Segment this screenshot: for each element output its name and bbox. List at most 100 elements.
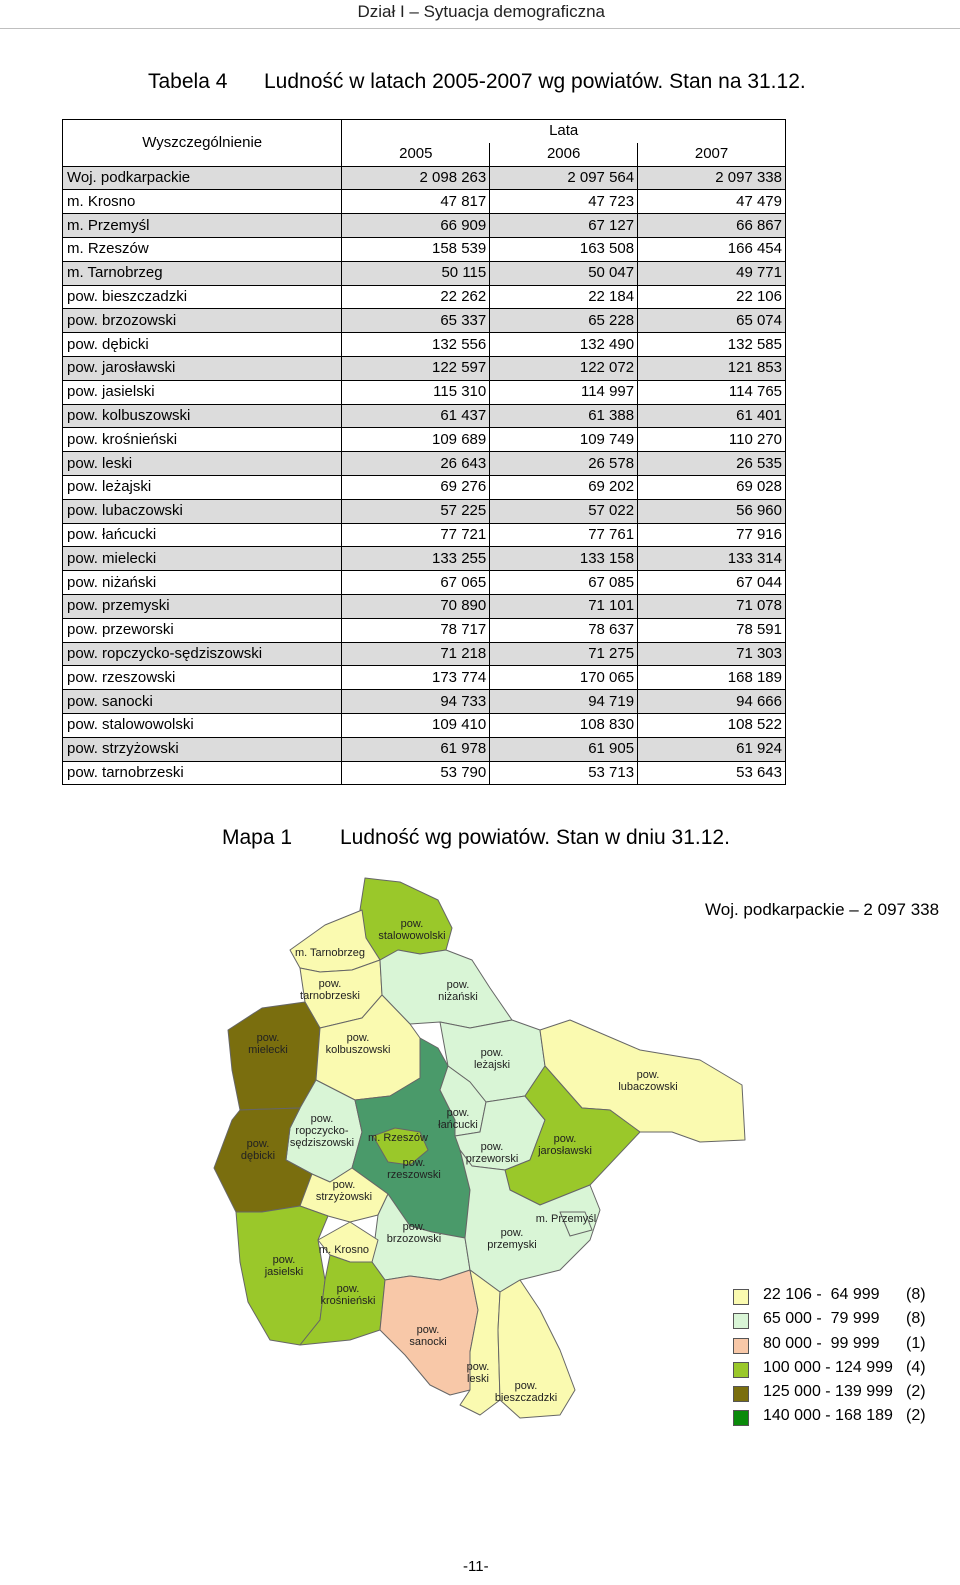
legend-swatch xyxy=(733,1410,749,1427)
table-row: m. Tarnobrzeg 50 115 50 047 49 771 xyxy=(61,260,786,286)
map-label-lezajski: pow. leżajski xyxy=(474,1047,510,1071)
map-label-lubaczowski: pow. lubaczowski xyxy=(618,1069,677,1093)
map-label-line: pow. xyxy=(273,1254,296,1266)
row-value: 77 721 xyxy=(341,522,491,548)
row-value: 61 401 xyxy=(637,403,786,429)
row-value: 166 454 xyxy=(637,236,786,262)
row-value: 61 437 xyxy=(341,403,491,429)
row-value: 168 189 xyxy=(637,665,786,691)
row-name: pow. leżajski xyxy=(61,474,343,500)
map-label-line: pow. xyxy=(401,918,424,930)
map-label-line: m. Krosno xyxy=(319,1244,369,1256)
map-label-line: sędziszowski xyxy=(290,1137,354,1149)
table-row: pow. bieszczadzki 22 262 22 184 22 106 xyxy=(61,284,786,310)
map-label-line: pow. xyxy=(333,1179,356,1191)
row-value: 115 310 xyxy=(341,379,491,405)
map-label-line: pow. xyxy=(637,1069,660,1081)
table-row: pow. strzyżowski 61 978 61 905 61 924 xyxy=(61,736,786,762)
row-name: m. Tarnobrzeg xyxy=(61,260,343,286)
map-label-line: przemyski xyxy=(487,1239,537,1251)
map-label-przeworski: pow. przeworski xyxy=(466,1141,519,1165)
row-value: 133 158 xyxy=(489,546,639,572)
row-value: 94 733 xyxy=(341,689,491,714)
row-value: 78 591 xyxy=(637,617,786,643)
table-row: pow. łańcucki 77 721 77 761 77 916 xyxy=(61,522,786,548)
legend-count: (4) xyxy=(906,1358,926,1376)
row-value: 78 637 xyxy=(489,617,639,643)
map-label-line: pow. xyxy=(554,1133,577,1145)
map-label-line: brzozowski xyxy=(387,1233,441,1245)
table-row: pow. niżański 67 065 67 085 67 044 xyxy=(61,570,786,595)
row-value: 26 578 xyxy=(489,451,639,476)
map-label-line: pow. xyxy=(481,1141,504,1153)
row-value: 53 643 xyxy=(637,760,786,786)
row-value: 173 774 xyxy=(341,665,491,691)
row-value: 67 044 xyxy=(637,570,786,595)
map-label: Mapa 1 xyxy=(222,826,293,849)
population-table: Wyszczególnienie Lata 2005 2006 2007 Woj… xyxy=(61,118,786,786)
row-value: 71 303 xyxy=(637,641,786,667)
legend-range: 80 000 - 99 999 xyxy=(763,1334,880,1352)
row-value: 122 072 xyxy=(489,355,639,381)
row-value: 77 916 xyxy=(637,522,786,548)
map-label-line: m. Tarnobrzeg xyxy=(295,947,365,959)
map-label-tarnobrzeski: pow. tarnobrzeski xyxy=(300,978,360,1002)
map-label-line: mielecki xyxy=(248,1044,288,1056)
row-value: 94 719 xyxy=(489,689,639,714)
table-row: pow. sanocki 94 733 94 719 94 666 xyxy=(61,689,786,714)
map-label-przemysl: m. Przemyśl xyxy=(536,1213,597,1225)
table-row: pow. tarnobrzeski 53 790 53 713 53 643 xyxy=(61,760,786,786)
map-label-line: lubaczowski xyxy=(618,1081,677,1093)
row-value: 132 556 xyxy=(341,332,491,357)
map-label-line: krośnieński xyxy=(320,1295,375,1307)
map-label-bieszczadzki: pow. bieszczadzki xyxy=(495,1380,557,1404)
row-name: pow. przeworski xyxy=(61,617,343,643)
map-label-line: pow. xyxy=(247,1138,270,1150)
map-label-line: pow. xyxy=(467,1361,490,1373)
row-value: 47 479 xyxy=(637,189,786,215)
map-label-line: niżański xyxy=(438,991,478,1003)
table-row: pow. krośnieński 109 689 109 749 110 270 xyxy=(61,427,786,453)
row-value: 57 225 xyxy=(341,498,491,524)
row-value: 170 065 xyxy=(489,665,639,691)
legend-swatch xyxy=(733,1361,749,1378)
map-label-mielecki: pow. mielecki xyxy=(248,1032,288,1056)
row-name: pow. stalowowolski xyxy=(61,712,343,738)
row-value: 69 276 xyxy=(341,474,491,500)
map-label-line: pow. xyxy=(337,1283,360,1295)
map-label-line: pow. xyxy=(403,1157,426,1169)
map-label-line: pow. xyxy=(403,1221,426,1233)
year-header: 2007 xyxy=(637,142,786,167)
table-label: Tabela 4 xyxy=(148,70,228,93)
map-label-line: strzyżowski xyxy=(316,1191,372,1203)
row-value: 53 713 xyxy=(489,760,639,786)
map-label-debicki: pow. dębicki xyxy=(241,1138,275,1162)
row-value: 67 127 xyxy=(489,213,639,238)
row-value: 71 218 xyxy=(341,641,491,667)
table-row: m. Przemyśl 66 909 67 127 66 867 xyxy=(61,213,786,238)
table-row: m. Rzeszów 158 539 163 508 166 454 xyxy=(61,236,786,262)
table-row: pow. leski 26 643 26 578 26 535 xyxy=(61,451,786,476)
map-label-ropczycko: pow. ropczycko-sędziszowski xyxy=(290,1113,354,1149)
table-row: pow. leżajski 69 276 69 202 69 028 xyxy=(61,474,786,500)
row-value: 53 790 xyxy=(341,760,491,786)
map-label-line: łańcucki xyxy=(438,1119,478,1131)
map-label-line: leski xyxy=(467,1373,489,1385)
map-label-line: pow. xyxy=(481,1047,504,1059)
row-value: 65 228 xyxy=(489,308,639,334)
map-label-stalowowolski: pow. stalowowolski xyxy=(378,918,445,942)
row-value: 109 410 xyxy=(341,712,491,738)
row-name: pow. strzyżowski xyxy=(61,736,343,762)
map-label-line: pow. xyxy=(515,1380,538,1392)
map-label-leski: pow. leski xyxy=(467,1361,490,1385)
row-value: 121 853 xyxy=(637,355,786,381)
row-value: 66 867 xyxy=(637,213,786,238)
table-row: pow. stalowowolski 109 410 108 830 108 522 xyxy=(61,712,786,738)
row-name: pow. sanocki xyxy=(61,689,343,714)
row-value: 57 022 xyxy=(489,498,639,524)
region-krosnienski xyxy=(299,1254,386,1346)
map-label-sanocki: pow. sanocki xyxy=(409,1324,446,1348)
map-label-line: pow. xyxy=(417,1324,440,1336)
table-row: pow. ropczycko-sędziszowski 71 218 71 275 7… xyxy=(61,641,786,667)
row-name: pow. mielecki xyxy=(61,546,343,572)
